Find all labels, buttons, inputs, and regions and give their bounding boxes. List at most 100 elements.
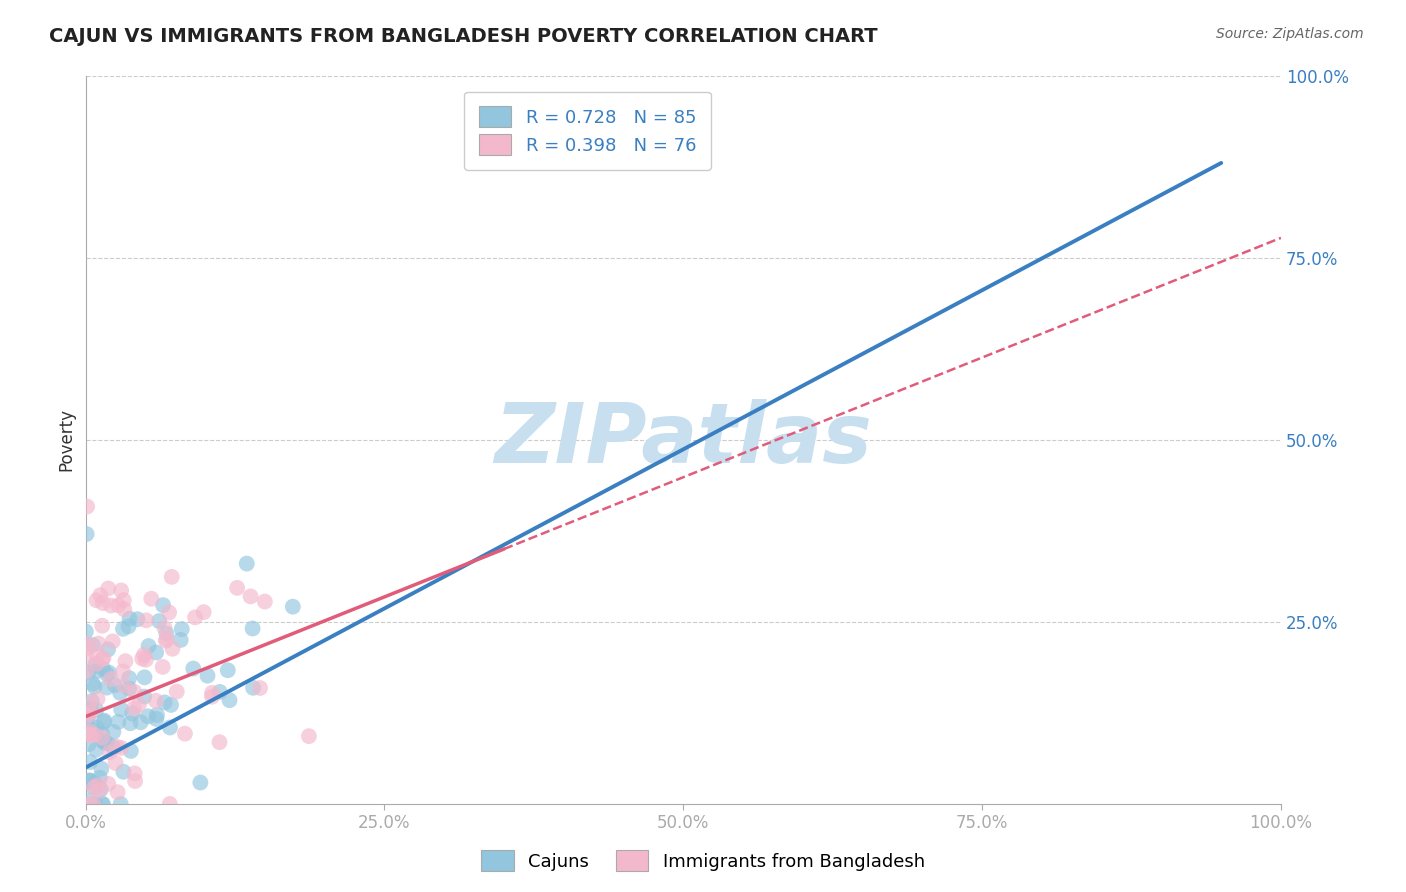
Text: ZIPatlas: ZIPatlas	[495, 400, 872, 480]
Legend: R = 0.728   N = 85, R = 0.398   N = 76: R = 0.728 N = 85, R = 0.398 N = 76	[464, 92, 711, 169]
Point	[101, 739, 124, 754]
Point	[110, 740, 132, 755]
Point	[108, 686, 131, 700]
Point	[112, 679, 135, 693]
Point	[170, 632, 193, 647]
Point	[79, 724, 101, 739]
Point	[145, 645, 167, 659]
Point	[120, 716, 142, 731]
Point	[112, 602, 135, 616]
Point	[135, 613, 157, 627]
Point	[138, 639, 160, 653]
Point	[98, 665, 121, 680]
Point	[103, 725, 125, 739]
Point	[86, 721, 108, 735]
Point	[91, 661, 114, 675]
Point	[236, 557, 259, 571]
Point	[93, 714, 115, 729]
Point	[218, 693, 240, 707]
Point	[128, 698, 150, 712]
Point	[159, 721, 181, 735]
Point	[77, 793, 100, 807]
Point	[96, 681, 118, 695]
Point	[153, 621, 176, 635]
Point	[79, 701, 101, 715]
Point	[90, 762, 112, 776]
Point	[298, 729, 321, 743]
Point	[84, 703, 107, 717]
Point	[86, 778, 108, 792]
Point	[83, 723, 105, 738]
Point	[79, 773, 101, 788]
Point	[76, 500, 98, 514]
Point	[170, 622, 193, 636]
Point	[79, 797, 101, 811]
Point	[84, 797, 107, 811]
Point	[91, 731, 114, 745]
Point	[208, 735, 231, 749]
Point	[135, 653, 157, 667]
Point	[111, 622, 134, 636]
Point	[86, 657, 108, 671]
Point	[155, 626, 177, 640]
Point	[86, 648, 108, 663]
Point	[91, 727, 114, 741]
Point	[75, 665, 97, 679]
Point	[86, 593, 108, 607]
Point	[217, 663, 239, 677]
Point	[157, 606, 180, 620]
Point	[112, 764, 135, 779]
Point	[107, 714, 129, 729]
Point	[118, 681, 141, 696]
Point	[75, 637, 97, 651]
Text: CAJUN VS IMMIGRANTS FROM BANGLADESH POVERTY CORRELATION CHART: CAJUN VS IMMIGRANTS FROM BANGLADESH POVE…	[49, 27, 877, 45]
Point	[91, 618, 114, 632]
Y-axis label: Poverty: Poverty	[58, 409, 75, 471]
Point	[153, 695, 176, 709]
Point	[89, 783, 111, 797]
Point	[96, 666, 118, 681]
Point	[145, 694, 167, 708]
Point	[76, 713, 98, 727]
Point	[118, 611, 141, 625]
Point	[93, 734, 115, 748]
Point	[249, 681, 271, 695]
Point	[242, 681, 264, 695]
Point	[127, 612, 149, 626]
Point	[160, 570, 183, 584]
Point	[253, 594, 276, 608]
Point	[242, 622, 264, 636]
Point	[110, 583, 132, 598]
Point	[77, 665, 100, 680]
Point	[110, 797, 132, 811]
Point	[91, 596, 114, 610]
Point	[90, 782, 112, 797]
Point	[131, 651, 153, 665]
Point	[129, 715, 152, 730]
Point	[76, 711, 98, 725]
Point	[112, 593, 135, 607]
Point	[124, 685, 146, 699]
Point	[87, 636, 110, 650]
Point	[107, 785, 129, 799]
Point	[124, 766, 146, 780]
Point	[152, 598, 174, 612]
Point	[76, 640, 98, 655]
Point	[97, 642, 120, 657]
Point	[226, 581, 249, 595]
Point	[93, 714, 115, 728]
Point	[84, 742, 107, 756]
Point	[117, 619, 139, 633]
Point	[136, 709, 159, 723]
Point	[239, 590, 262, 604]
Point	[80, 694, 103, 708]
Point	[110, 702, 132, 716]
Point	[190, 775, 212, 789]
Point	[118, 671, 141, 685]
Point	[152, 660, 174, 674]
Point	[79, 755, 101, 769]
Point	[77, 737, 100, 751]
Point	[86, 691, 108, 706]
Point	[79, 697, 101, 711]
Point	[134, 690, 156, 704]
